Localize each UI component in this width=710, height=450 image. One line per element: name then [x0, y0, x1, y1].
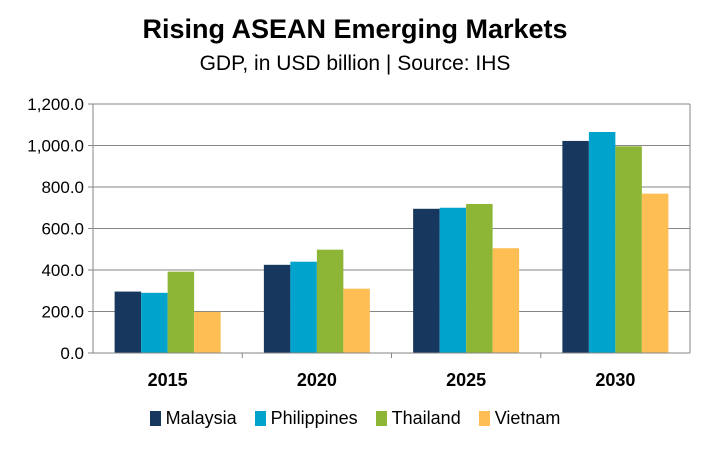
bar-thailand-2015	[167, 271, 195, 353]
y-tick-label: 1,000.0	[27, 137, 84, 156]
legend-swatch	[478, 411, 490, 426]
bar-vietnam-2025	[492, 248, 520, 353]
y-tick-label: 800.0	[41, 178, 84, 197]
tick-labels: 0.0 200.0 400.0 600.0 800.0 1,000.0 1,200.0 201…	[27, 95, 635, 390]
legend: Malaysia Philippines Thailand Vietnam	[0, 408, 710, 431]
legend-label: Malaysia	[165, 408, 237, 428]
legend-label: Vietnam	[494, 408, 561, 428]
bar-vietnam-2015	[194, 311, 221, 353]
x-tick-label: 2020	[297, 370, 337, 390]
y-tick-label: 200.0	[41, 303, 84, 322]
bar-malaysia-2020	[263, 264, 291, 353]
legend-swatch	[149, 411, 161, 426]
bars	[114, 132, 669, 353]
legend-item-vietnam: Vietnam	[478, 408, 561, 429]
chart-subtitle: GDP, in USD billion | Source: IHS	[199, 52, 511, 75]
bar-malaysia-2030	[562, 140, 589, 353]
legend-item-thailand: Thailand	[375, 408, 461, 429]
legend-item-malaysia: Malaysia	[149, 408, 237, 429]
bar-vietnam-2030	[641, 193, 669, 353]
bar-philippines-2025	[439, 207, 467, 353]
y-tick-label: 400.0	[41, 261, 84, 280]
y-tick-label: 1,200.0	[27, 95, 84, 114]
bar-malaysia-2015	[114, 291, 142, 353]
bar-thailand-2025	[466, 204, 493, 353]
x-tick-label: 2025	[446, 370, 486, 390]
legend-label: Thailand	[391, 408, 461, 428]
chart-title: Rising ASEAN Emerging Markets	[142, 14, 568, 44]
bar-philippines-2030	[588, 132, 616, 353]
y-tick-label: 600.0	[41, 220, 84, 239]
bar-thailand-2030	[615, 146, 642, 353]
x-tick-label: 2015	[148, 370, 188, 390]
legend-swatch	[254, 411, 266, 426]
bar-philippines-2020	[290, 261, 317, 353]
bar-philippines-2015	[141, 292, 168, 353]
legend-item-philippines: Philippines	[254, 408, 358, 429]
axes	[88, 103, 691, 358]
legend-label: Philippines	[270, 408, 358, 428]
bar-malaysia-2025	[413, 208, 440, 353]
legend-swatch	[375, 411, 387, 426]
bar-vietnam-2020	[343, 288, 370, 353]
x-tick-label: 2030	[595, 370, 635, 390]
y-tick-label: 0.0	[60, 344, 84, 363]
bar-thailand-2020	[316, 249, 344, 353]
